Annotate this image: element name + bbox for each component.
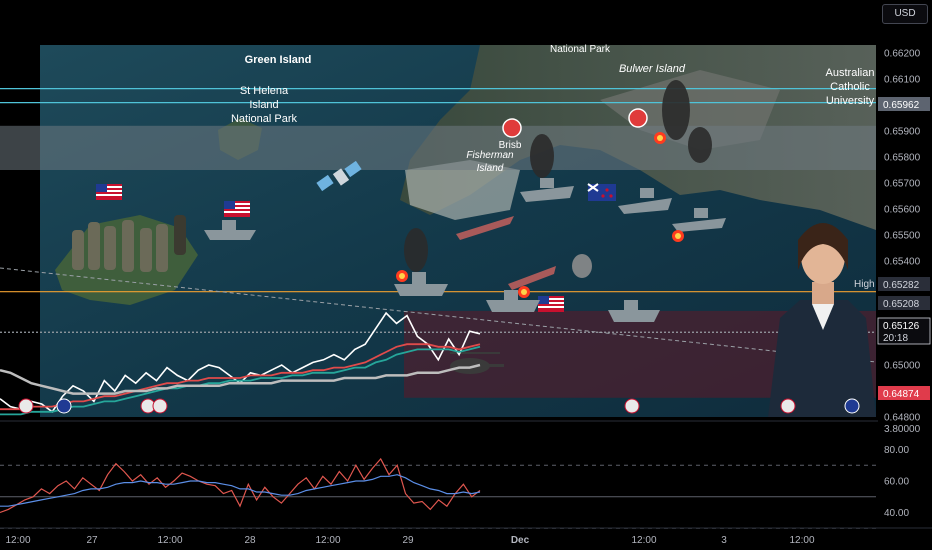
map-label-australian-3: University bbox=[826, 95, 875, 107]
us-flag-icon bbox=[538, 296, 564, 312]
price-tags: High 0.65962 0.65282 0.65208 0.65126 20:… bbox=[854, 97, 931, 400]
us-event-icon[interactable] bbox=[780, 398, 796, 414]
rsi-levels bbox=[0, 464, 876, 529]
price-series bbox=[0, 311, 481, 416]
map-label-australian-1: Australian bbox=[826, 67, 875, 79]
rsi-axis-tick-1: 60.00 bbox=[884, 477, 909, 488]
high-label: High bbox=[854, 279, 875, 290]
soldiers-image bbox=[72, 215, 186, 272]
price-zone-tag bbox=[878, 97, 930, 111]
price-axis-tick-7: 0.65500 bbox=[884, 231, 921, 242]
rsi-axis-tick-2: 40.00 bbox=[884, 508, 909, 519]
current-price-text: 0.65126 bbox=[883, 321, 920, 332]
price-high-tag-text: 0.65282 bbox=[883, 280, 920, 291]
map-label-st-helena-2: Island bbox=[249, 99, 278, 111]
officer-portrait-image bbox=[768, 223, 876, 417]
price-series-2 bbox=[0, 345, 481, 416]
time-axis-tick-5: 29 bbox=[402, 535, 414, 546]
price-zone-tag-text: 0.65962 bbox=[883, 100, 920, 111]
price-zone-0[interactable] bbox=[0, 125, 876, 170]
price-high-tag bbox=[878, 277, 930, 291]
au-event-icon[interactable] bbox=[844, 398, 860, 414]
map-label-brisbane: Brisb bbox=[499, 140, 522, 151]
map-label-national-park: National Park bbox=[550, 44, 611, 55]
price-axis-tick-0: 0.66200 bbox=[884, 49, 921, 60]
time-axis-tick-2: 12:00 bbox=[157, 535, 182, 546]
map-label-st-helena-3: National Park bbox=[231, 113, 298, 125]
smoke-image bbox=[404, 80, 712, 278]
us-flag-icon bbox=[96, 184, 122, 200]
event-markers bbox=[18, 398, 860, 414]
map-label-bulwer: Bulwer Island bbox=[619, 63, 686, 75]
map-label-australian-2: Catholic bbox=[830, 81, 870, 93]
rsi-series-0 bbox=[0, 457, 481, 514]
current-price-tag bbox=[877, 317, 931, 345]
au-event-icon[interactable] bbox=[56, 398, 72, 414]
time-axis-tick-8: 3 bbox=[721, 535, 727, 546]
price-axis-tick-3: 0.65900 bbox=[884, 127, 921, 138]
map-label-fisherman-1: Fisherman bbox=[466, 150, 514, 161]
time-axis-tick-7: 12:00 bbox=[631, 535, 656, 546]
nz-flag-icon bbox=[587, 183, 616, 201]
price-axis-tick-6: 0.65600 bbox=[884, 205, 921, 216]
currency-button[interactable]: USD bbox=[882, 4, 928, 24]
price-mid-tag-text: 0.65208 bbox=[883, 299, 920, 310]
price-mid-tag bbox=[878, 296, 930, 310]
map-label-st-helena-1: St Helena bbox=[240, 85, 289, 97]
time-axis-tick-6: Dec bbox=[511, 535, 530, 546]
time-axis-tick-1: 27 bbox=[86, 535, 98, 546]
rsi-series bbox=[0, 457, 481, 514]
overlay-illustrations bbox=[72, 80, 876, 417]
price-axis-tick-11: 0.65000 bbox=[884, 361, 921, 372]
explosion-icon bbox=[396, 132, 684, 298]
price-series-3 bbox=[0, 363, 481, 395]
rsi-series-1 bbox=[0, 474, 481, 507]
time-axis-tick-3: 28 bbox=[244, 535, 256, 546]
price-low-tag-text: 0.64874 bbox=[883, 389, 920, 400]
price-series-1 bbox=[0, 343, 481, 411]
time-axis-tick-0: 12:00 bbox=[5, 535, 30, 546]
us-flag-icon bbox=[224, 201, 250, 217]
price-axis-tick-13: 0.64800 bbox=[884, 413, 921, 424]
warship-image bbox=[204, 178, 726, 322]
rsi-axis[interactable]: 80.00 60.00 40.00 3.80000 bbox=[884, 424, 921, 519]
price-axis-tick-1: 0.66100 bbox=[884, 75, 921, 86]
countdown-text: 20:18 bbox=[883, 333, 908, 344]
price-axis-tick-8: 0.65400 bbox=[884, 257, 921, 268]
price-axis-tick-5: 0.65700 bbox=[884, 179, 921, 190]
map-label-green-island: Green Island bbox=[245, 54, 312, 66]
map-label-fisherman-2: Island bbox=[477, 163, 504, 174]
time-axis-tick-4: 12:00 bbox=[315, 535, 340, 546]
time-axis-tick-9: 12:00 bbox=[789, 535, 814, 546]
us-event-icon[interactable] bbox=[18, 398, 34, 414]
rsi-axis-tick-0: 80.00 bbox=[884, 445, 909, 456]
price-axis-tick-4: 0.65800 bbox=[884, 153, 921, 164]
price-low-tag bbox=[878, 386, 930, 400]
us-event-icon[interactable] bbox=[624, 398, 640, 414]
time-axis[interactable]: 12:00 27 12:00 28 12:00 29 Dec 12:00 3 12:00 bbox=[5, 535, 814, 546]
rsi-axis-top-tick: 3.80000 bbox=[884, 424, 921, 435]
target-marker-icon bbox=[502, 108, 648, 138]
helicopter-image bbox=[450, 352, 504, 374]
us-event-icon[interactable] bbox=[152, 398, 168, 414]
satellite-image bbox=[316, 160, 362, 192]
